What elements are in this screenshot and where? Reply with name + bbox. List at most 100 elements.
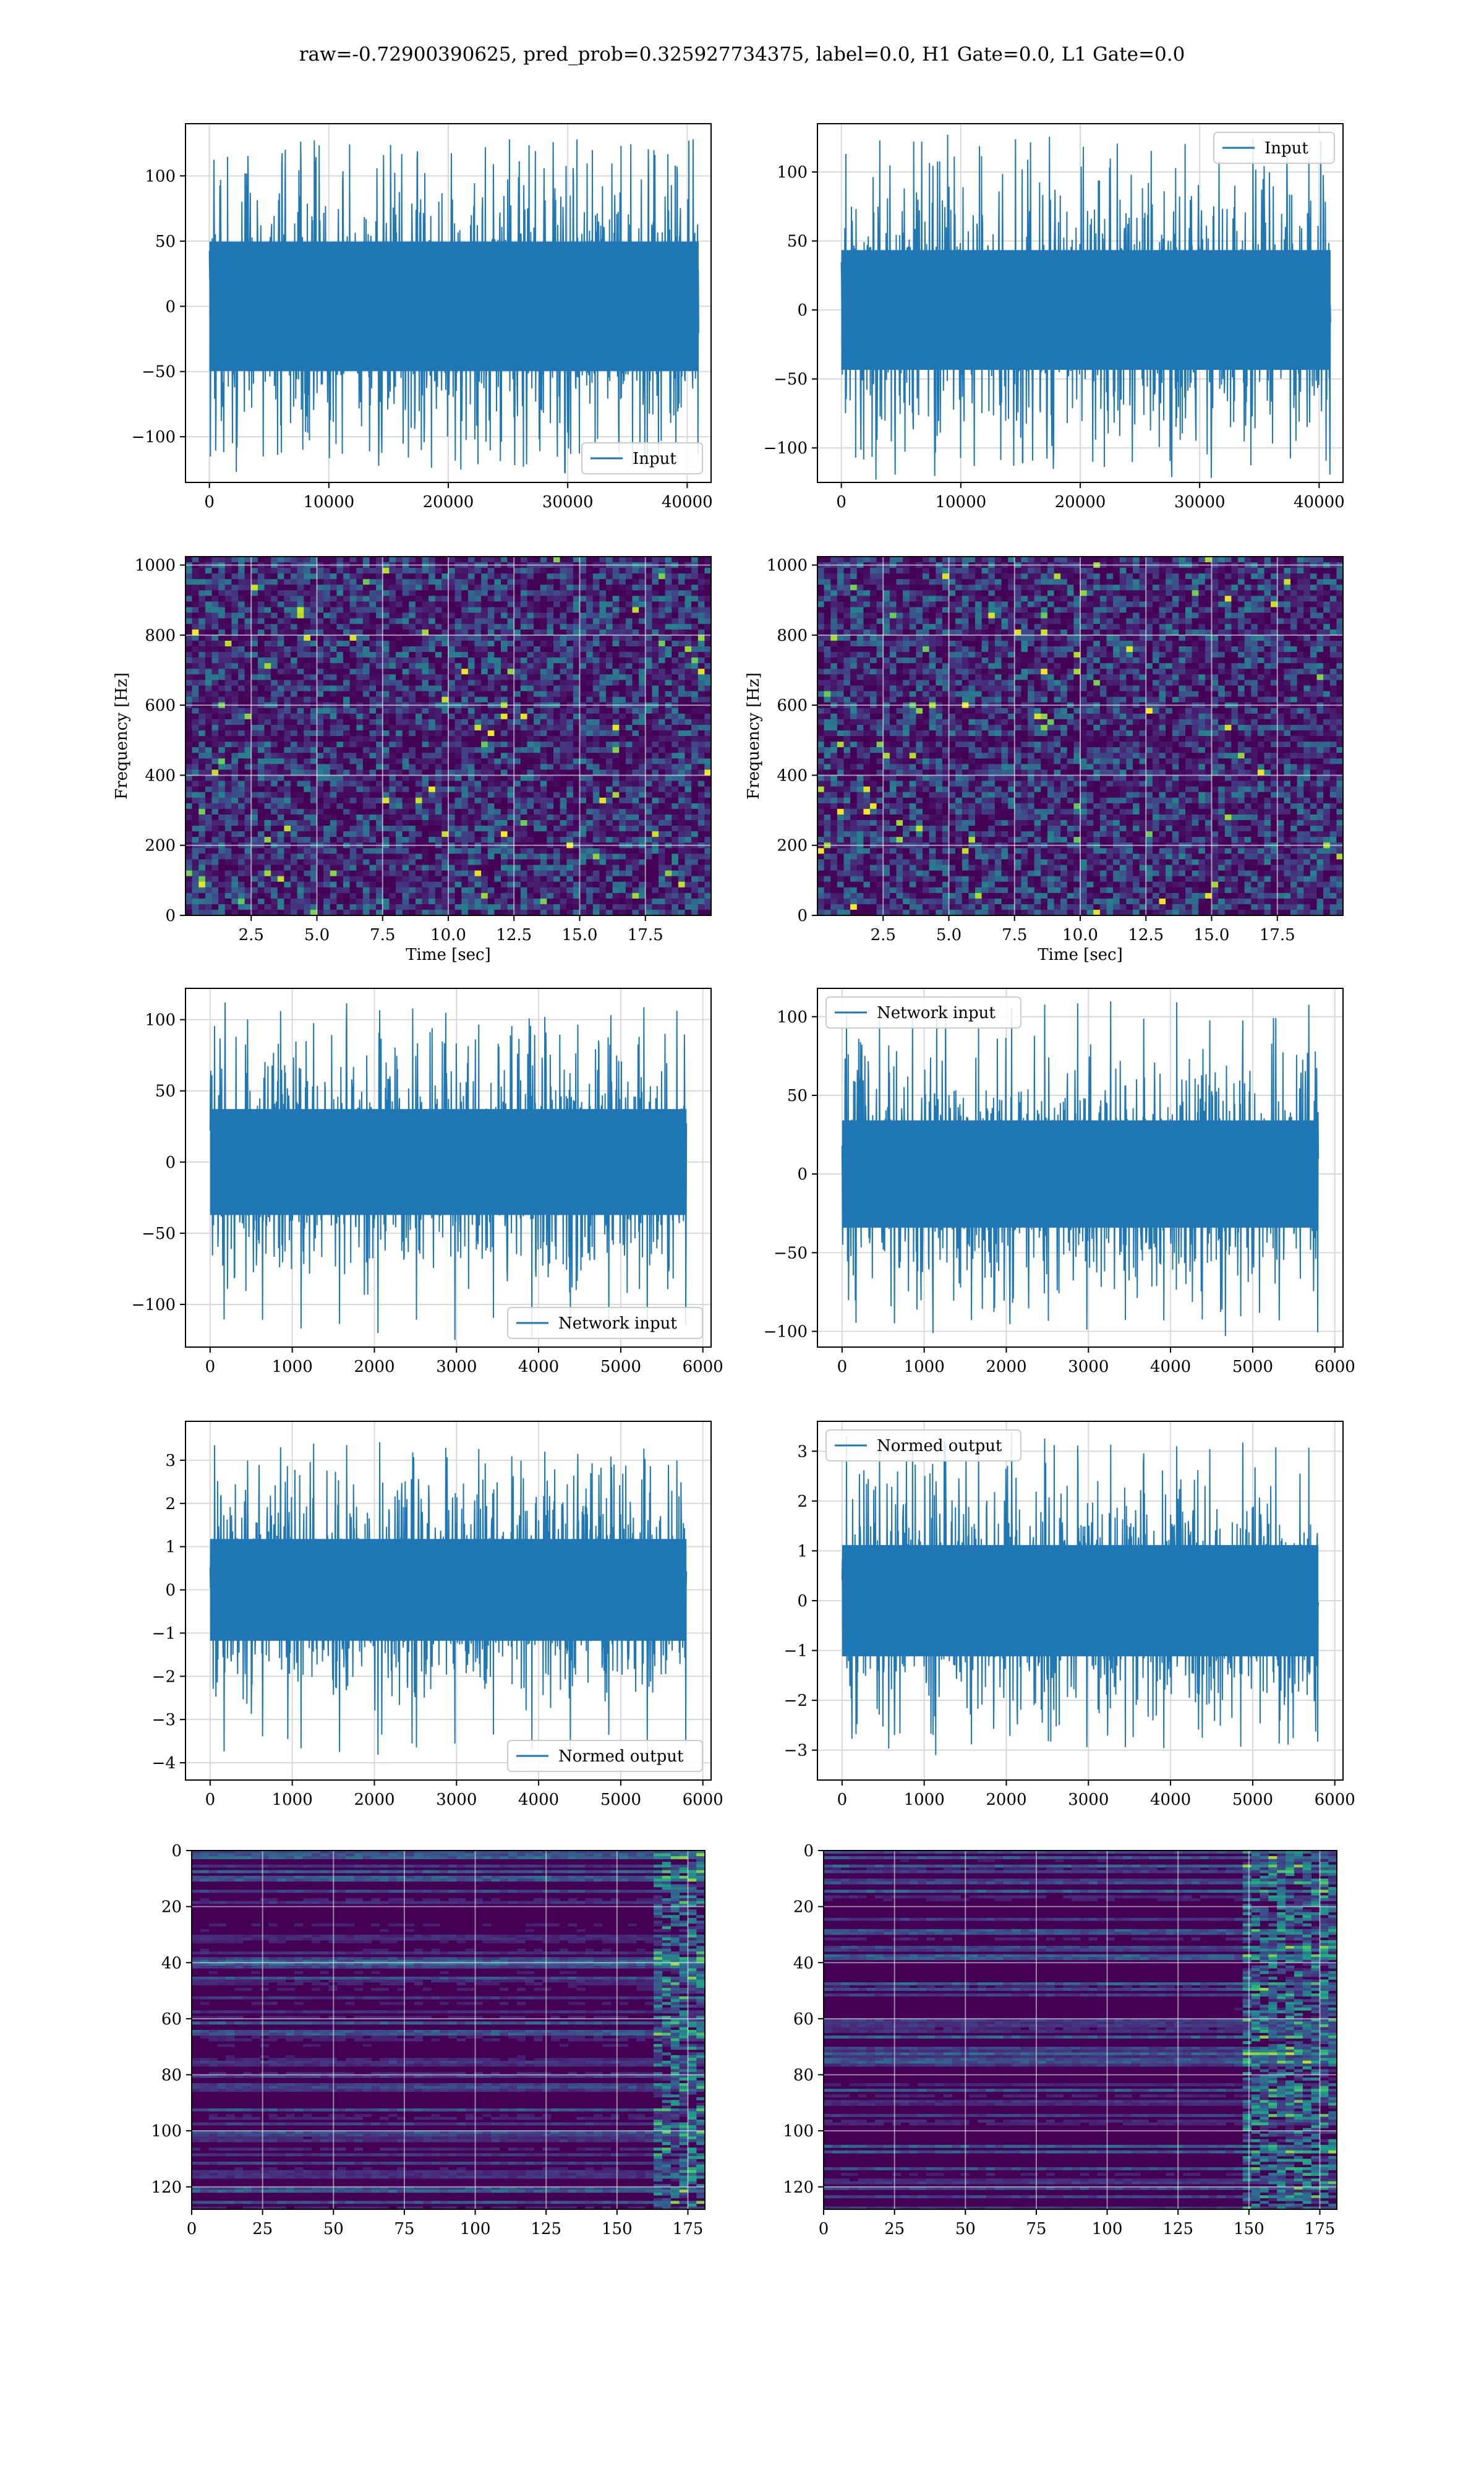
- heatmap-cell: [553, 652, 561, 658]
- heatmap-cell: [684, 663, 692, 669]
- heatmap-cell: [599, 764, 607, 770]
- heatmap-cell: [382, 797, 390, 804]
- heatmap-cell: [697, 685, 705, 692]
- heatmap-cell: [606, 618, 613, 625]
- heatmap-cell: [672, 623, 679, 630]
- heatmap-cell: [592, 747, 600, 753]
- heatmap-cell: [547, 892, 554, 899]
- heatmap-cell: [376, 646, 383, 653]
- heatmap-cell: [625, 854, 633, 860]
- heatmap-cell: [645, 876, 652, 883]
- heatmap-cell: [684, 579, 692, 585]
- heatmap-cell: [527, 769, 534, 776]
- heatmap-cell: [251, 618, 258, 625]
- heatmap-cell: [198, 696, 206, 703]
- heatmap-cell: [284, 618, 291, 625]
- heatmap-cell: [645, 596, 652, 602]
- heatmap-cell: [211, 579, 219, 585]
- heatmap-cell: [599, 590, 607, 597]
- heatmap-cell: [474, 607, 482, 614]
- heatmap-cell: [553, 596, 561, 602]
- heatmap-cell: [691, 674, 699, 680]
- heatmap-cell: [231, 747, 239, 753]
- heatmap-cell: [704, 640, 711, 647]
- heatmap-cell: [507, 601, 514, 608]
- heatmap-cell: [632, 612, 639, 619]
- heatmap-cell: [291, 724, 298, 731]
- heatmap-cell: [494, 590, 501, 597]
- heatmap-cell: [606, 674, 613, 680]
- heatmap-cell: [467, 557, 475, 563]
- heatmap-cell: [317, 736, 324, 742]
- heatmap-cell: [382, 708, 390, 714]
- heatmap-cell: [652, 837, 659, 843]
- heatmap-cell: [409, 848, 416, 854]
- heatmap-cell: [684, 837, 692, 843]
- heatmap-cell: [520, 607, 528, 614]
- heatmap-cell: [560, 669, 567, 675]
- y-tick-label: 100: [777, 163, 808, 182]
- heatmap-cell: [534, 814, 541, 821]
- heatmap-cell: [211, 764, 219, 770]
- heatmap-cell: [501, 808, 508, 815]
- heatmap-cell: [454, 674, 462, 680]
- heatmap-cell: [330, 797, 337, 804]
- heatmap-cell: [291, 568, 298, 574]
- heatmap-cell: [632, 742, 639, 748]
- heatmap-cell: [211, 753, 219, 759]
- heatmap-cell: [487, 870, 495, 877]
- heatmap-cell: [684, 758, 692, 764]
- heatmap-cell: [422, 786, 429, 793]
- heatmap-cell: [349, 747, 357, 753]
- heatmap-cell: [632, 590, 639, 597]
- heatmap-cell: [441, 618, 449, 625]
- heatmap-cell: [632, 607, 639, 614]
- heatmap-cell: [211, 854, 219, 860]
- heatmap-cell: [586, 881, 594, 888]
- heatmap-cell: [592, 837, 600, 843]
- heatmap-cell: [291, 764, 298, 770]
- heatmap-cell: [231, 719, 239, 726]
- heatmap-cell: [186, 876, 193, 883]
- heatmap-cell: [304, 769, 311, 776]
- heatmap-cell: [691, 854, 699, 860]
- heatmap-cell: [507, 803, 514, 810]
- heatmap-cell: [218, 674, 226, 680]
- heatmap-cell: [257, 892, 265, 899]
- heatmap-cell: [599, 781, 607, 787]
- heatmap-cell: [619, 646, 626, 653]
- x-tick-label: 0: [204, 493, 215, 511]
- heatmap-cell: [349, 831, 357, 837]
- heatmap-cell: [560, 736, 567, 742]
- heatmap-cell: [632, 623, 639, 630]
- heatmap-cell: [336, 663, 344, 669]
- heatmap-cell: [704, 859, 711, 866]
- heatmap-cell: [186, 859, 193, 866]
- heatmap-cell: [553, 786, 561, 793]
- heatmap-cell: [704, 663, 711, 669]
- heatmap-cell: [362, 713, 370, 720]
- heatmap-cell: [271, 898, 278, 905]
- heatmap-cell: [619, 848, 626, 854]
- heatmap-cell: [304, 584, 311, 591]
- heatmap-cell: [612, 629, 620, 636]
- heatmap-cell: [704, 865, 711, 871]
- heatmap-cell: [224, 753, 232, 759]
- heatmap-cell: [454, 713, 462, 720]
- heatmap-cell: [527, 881, 534, 888]
- heatmap-cell: [257, 747, 265, 753]
- heatmap-cell: [349, 837, 357, 843]
- heatmap-cell: [192, 657, 199, 664]
- heatmap-cell: [349, 870, 357, 877]
- heatmap-cell: [362, 769, 370, 776]
- heatmap-cell: [244, 685, 252, 692]
- heatmap-cell: [218, 612, 226, 619]
- heatmap-cell: [704, 764, 711, 770]
- heatmap-cell: [415, 708, 423, 714]
- heatmap-cell: [586, 742, 594, 748]
- heatmap-cell: [297, 848, 304, 854]
- heatmap-cell: [369, 607, 377, 614]
- heatmap-cell: [297, 618, 304, 625]
- heatmap-cell: [704, 747, 711, 753]
- heatmap-cell: [507, 635, 514, 641]
